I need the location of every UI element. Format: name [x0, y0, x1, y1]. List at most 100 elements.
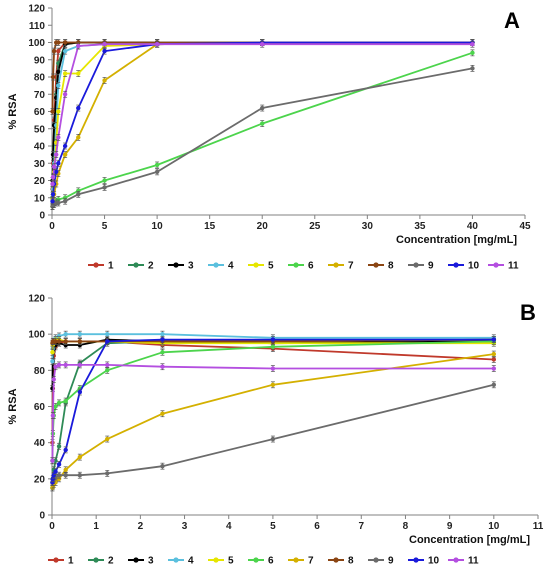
legend-label: 10: [428, 556, 440, 567]
y-tick-label: 10: [34, 193, 46, 204]
data-point: [56, 362, 62, 368]
data-point: [50, 458, 55, 463]
data-point: [56, 473, 62, 478]
y-tick-label: 120: [28, 4, 45, 15]
legend-swatch-marker: [93, 262, 99, 268]
x-tick-label: 25: [309, 221, 321, 232]
data-point: [76, 135, 81, 140]
data-point: [102, 42, 107, 47]
data-point: [491, 382, 497, 387]
y-tick-label: 20: [34, 176, 46, 187]
legend-label: 4: [228, 261, 234, 272]
data-point: [50, 359, 55, 364]
series-line: [51, 41, 473, 112]
y-axis-title: % RSA: [7, 93, 19, 129]
data-point: [77, 473, 83, 478]
data-point: [53, 404, 58, 409]
legend-item: 11: [488, 261, 519, 272]
x-tick-label: 10: [488, 521, 500, 532]
data-point: [77, 331, 83, 337]
x-tick-label: 6: [314, 521, 320, 532]
data-point: [54, 169, 59, 175]
data-point: [50, 350, 55, 355]
x-tick-label: 5: [102, 221, 108, 232]
data-point: [160, 350, 165, 355]
data-point: [491, 337, 497, 342]
y-tick-label: 80: [34, 366, 46, 377]
series-line: [51, 41, 473, 198]
legend-item: 7: [288, 556, 314, 567]
legend-swatch-marker: [333, 557, 339, 563]
legend-label: 8: [348, 556, 354, 567]
x-tick-label: 2: [138, 521, 144, 532]
panel-letter: A: [504, 8, 520, 33]
data-point: [53, 469, 58, 474]
series-9: [50, 65, 475, 210]
legend-item: 3: [168, 261, 194, 272]
legend-swatch-marker: [373, 557, 379, 563]
legend-swatch-marker: [213, 557, 219, 563]
data-point: [50, 480, 55, 485]
data-point: [56, 200, 61, 206]
legend-label: 1: [108, 261, 114, 272]
data-point: [63, 362, 68, 368]
legend-label: 3: [148, 556, 154, 567]
legend: 1 2 3 4 5 6 7 8 9 10 11: [48, 556, 479, 567]
y-tick-label: 100: [28, 38, 45, 49]
data-point: [270, 366, 276, 371]
data-point: [56, 83, 61, 88]
data-point: [62, 143, 68, 149]
series-1: [50, 338, 497, 447]
legend-swatch-marker: [93, 557, 99, 563]
data-point: [56, 339, 62, 344]
data-point: [160, 463, 165, 469]
legend-swatch-marker: [133, 262, 139, 268]
data-point: [260, 105, 265, 111]
data-point: [56, 135, 61, 140]
data-point: [154, 42, 160, 47]
data-point: [62, 199, 68, 204]
data-point: [105, 331, 110, 337]
legend-swatch-marker: [493, 262, 499, 268]
data-point: [54, 152, 59, 157]
data-point: [154, 162, 160, 168]
series-line: [51, 363, 494, 461]
legend-swatch-marker: [213, 262, 219, 268]
series-1: [50, 39, 475, 193]
y-axis-title: % RSA: [7, 388, 19, 424]
x-tick-label: 45: [519, 221, 531, 232]
series-2: [50, 39, 475, 202]
data-point: [63, 398, 68, 404]
series-line: [51, 43, 473, 184]
data-point: [160, 411, 165, 416]
data-point: [470, 66, 475, 71]
x-tick-label: 8: [403, 521, 409, 532]
legend-swatch-marker: [173, 557, 179, 563]
data-point: [270, 382, 276, 387]
legend-swatch-marker: [373, 262, 379, 268]
data-point: [76, 40, 81, 45]
data-point: [77, 339, 83, 344]
legend-item: 6: [248, 556, 274, 567]
data-point: [62, 71, 68, 76]
series-11: [50, 361, 497, 465]
y-tick-label: 20: [34, 474, 46, 485]
data-point: [56, 161, 61, 166]
chart-panel-b: 0 20 40 60 80 100 120 0 1 2 3 4 5 6 7 8 9 10 11 % RSA Concen…: [7, 294, 544, 567]
data-point: [62, 152, 68, 157]
legend-item: 10: [408, 556, 440, 567]
x-tick-label: 5: [270, 521, 276, 532]
data-point: [56, 400, 62, 406]
x-tick-label: 4: [226, 521, 232, 532]
data-point: [63, 467, 68, 472]
y-tick-label: 90: [34, 55, 46, 66]
x-tick-label: 7: [358, 521, 364, 532]
series-line: [51, 67, 473, 207]
legend-label: 2: [108, 556, 114, 567]
legend-swatch-marker: [453, 557, 459, 563]
data-point: [63, 447, 68, 453]
legend-item: 8: [368, 261, 394, 272]
legend-label: 7: [348, 261, 354, 272]
x-tick-label: 1: [93, 521, 99, 532]
